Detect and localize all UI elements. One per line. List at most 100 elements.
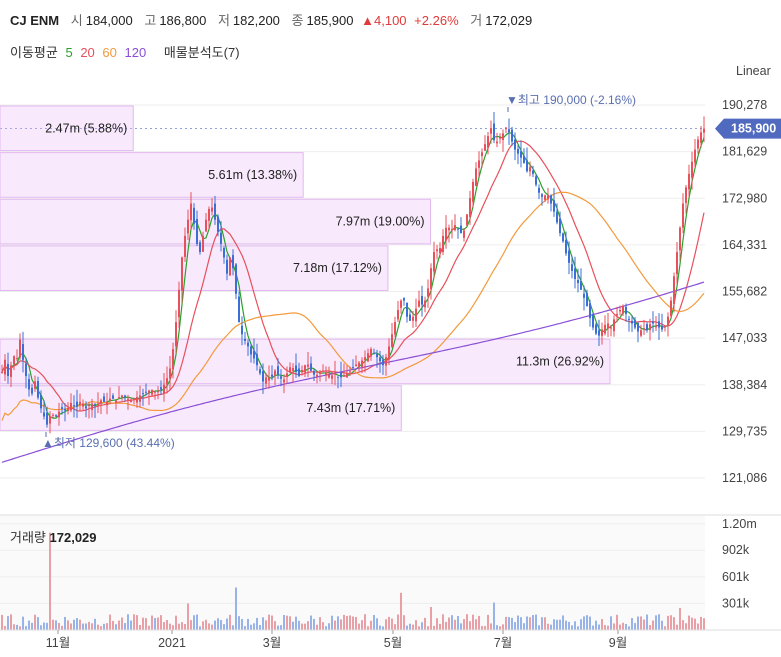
volume-profile-label[interactable]: 매물분석도(7) [163, 45, 240, 60]
grid-lines [0, 104, 781, 630]
candle-body [556, 211, 558, 223]
candle-body [673, 276, 675, 305]
volume-bar [430, 607, 432, 630]
candle-body [262, 371, 264, 382]
candle-body [361, 360, 363, 367]
volume-bar [481, 626, 483, 630]
volume-bar [637, 616, 639, 630]
candle-body [139, 395, 141, 402]
ma-title[interactable]: 이동평균 [10, 45, 58, 60]
volume-bar [277, 625, 279, 630]
volume-bar [586, 615, 588, 630]
candle-body [499, 137, 501, 139]
candle-body [394, 322, 396, 335]
candle-body [655, 325, 657, 328]
candle-body [142, 393, 144, 395]
volume-bar [448, 617, 450, 630]
candle-body [376, 353, 378, 358]
volume-bar [280, 625, 282, 630]
candle-body [628, 318, 630, 320]
volume-bar [388, 616, 390, 630]
volume-bar [298, 620, 300, 630]
volume-bar [16, 624, 18, 630]
ma-20-label[interactable]: 20 [80, 45, 95, 60]
ma-60-label[interactable]: 60 [102, 45, 117, 60]
close-value: 185,900 [306, 13, 354, 28]
volume-bar [625, 623, 627, 630]
candle-body [352, 366, 354, 368]
volume-bar [43, 622, 45, 630]
candle-body [559, 218, 561, 234]
volume-bar [571, 625, 573, 630]
ma-5-label[interactable]: 5 [65, 45, 73, 60]
volume-bar [508, 617, 510, 630]
candle-body [526, 160, 528, 172]
y-tick-label: 129,735 [722, 424, 767, 438]
profile-label: 7.43m (17.71%) [306, 401, 395, 415]
volume-bar [262, 617, 264, 630]
candle-body [424, 300, 426, 308]
candle-body [703, 128, 705, 133]
volume-bar [190, 620, 192, 630]
candle-body [586, 293, 588, 306]
y-tick-label: 164,331 [722, 238, 767, 252]
volume-bar [289, 616, 291, 630]
volume-bar [178, 623, 180, 630]
candle-body [529, 167, 531, 172]
volume-bar [349, 615, 351, 630]
volume-bar [658, 614, 660, 630]
volume-bar [562, 615, 564, 630]
volume-bar [694, 618, 696, 630]
candle-body [634, 319, 636, 328]
volume-bar [622, 622, 624, 630]
volume-bar [457, 616, 459, 630]
candle-body [181, 257, 183, 291]
volume-bar [229, 614, 231, 630]
volume-bar [67, 620, 69, 630]
low-label: 저 [217, 13, 230, 28]
volume-bar [4, 626, 6, 630]
candle-body [649, 324, 651, 331]
volume-bar [13, 624, 15, 630]
volume-bar [364, 614, 366, 630]
volume-bar [610, 616, 612, 630]
volume-bar [631, 618, 633, 630]
candle-body [292, 367, 294, 371]
volume-bar [34, 614, 36, 630]
volume-bar [307, 621, 309, 630]
volume-bar [7, 616, 9, 630]
candle-body [151, 390, 153, 395]
volume-bar [106, 623, 108, 630]
volume-bar [460, 623, 462, 630]
volume-bar [205, 619, 207, 630]
candle-body [484, 144, 486, 151]
candle-body [52, 414, 54, 416]
candle-body [562, 233, 564, 242]
candle-body [193, 207, 195, 224]
candle-body [631, 320, 633, 324]
candle-body [19, 339, 21, 358]
candle-body [253, 350, 255, 359]
volume-bar [346, 615, 348, 630]
volume-bar [544, 617, 546, 630]
volume-bar [319, 617, 321, 630]
volume-bar [124, 623, 126, 630]
scale-label[interactable]: Linear [736, 64, 771, 78]
volume-bar [64, 616, 66, 630]
high-label: 고 [144, 13, 157, 28]
volume-bar [250, 624, 252, 630]
candle-body [196, 218, 198, 244]
volume-bar [685, 623, 687, 630]
volume-bar [406, 625, 408, 630]
volume-tick-label: 1.20m [722, 517, 757, 531]
candle-body [607, 323, 609, 329]
candle-body [391, 334, 393, 347]
volume-bar [532, 615, 534, 630]
volume-bar [22, 616, 24, 630]
ma-120-label[interactable]: 120 [124, 45, 147, 60]
y-tick-label: 190,278 [722, 98, 767, 112]
volume-bar [421, 622, 423, 630]
candle-body [79, 401, 81, 405]
volume-bar [505, 616, 507, 630]
